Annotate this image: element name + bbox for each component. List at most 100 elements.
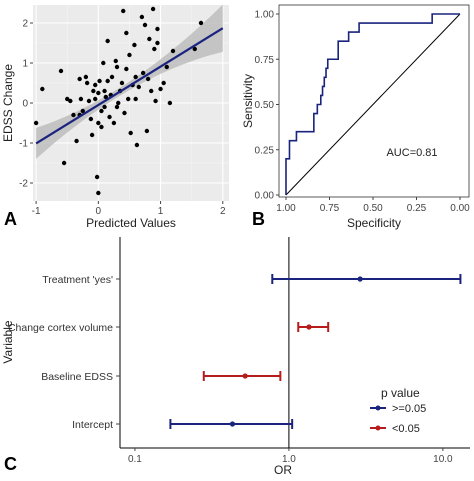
legend-entry-lt005: <0.05 bbox=[392, 423, 420, 435]
panel-a-regression-line bbox=[35, 27, 224, 145]
legend-swatch-dot-lt005 bbox=[375, 425, 381, 431]
scatter-point bbox=[68, 98, 73, 104]
y-tick-label: 0.75 bbox=[255, 55, 275, 66]
scatter-point bbox=[116, 100, 121, 106]
panel-a-label: A bbox=[4, 209, 17, 229]
scatter-point bbox=[140, 70, 146, 76]
scatter-point bbox=[145, 76, 151, 82]
scatter-point bbox=[89, 132, 95, 138]
legend-swatch-dot-ge005 bbox=[375, 405, 381, 411]
panel-c-y-axis-label: Variable bbox=[1, 320, 15, 363]
scatter-point bbox=[124, 66, 129, 72]
scatter-point bbox=[133, 74, 138, 80]
scatter-point bbox=[127, 52, 132, 58]
forest-point-estimate bbox=[357, 276, 363, 282]
panel-b-label: B bbox=[252, 209, 265, 229]
scatter-point bbox=[152, 46, 157, 52]
scatter-point bbox=[107, 114, 112, 120]
panel-b-chance-diagonal bbox=[285, 13, 461, 196]
panel-b: 1.00 0.75 0.50 0.25 0.00 0.000.250.500.751.0… bbox=[241, 4, 470, 230]
panel-b-x-ticks: 1.00 0.75 0.50 0.25 0.00 bbox=[276, 197, 470, 214]
x-tick-label: 1.0 bbox=[282, 454, 296, 465]
y-tick-label: 0.00 bbox=[255, 191, 275, 202]
panel-b-x-axis-label: Specificity bbox=[347, 216, 401, 230]
scatter-point bbox=[93, 96, 98, 102]
x-tick-label: 2 bbox=[220, 206, 226, 217]
legend-entry-ge005: >=0.05 bbox=[392, 403, 426, 415]
scatter-point bbox=[155, 40, 160, 46]
panel-a-x-axis-label: Predicted Values bbox=[86, 216, 176, 230]
scatter-point bbox=[84, 80, 90, 86]
scatter-point bbox=[99, 124, 104, 130]
scatter-point bbox=[96, 90, 101, 96]
scatter-point bbox=[126, 96, 131, 102]
scatter-point bbox=[147, 36, 152, 42]
scatter-point bbox=[113, 58, 118, 64]
scatter-point bbox=[97, 78, 102, 84]
scatter-point bbox=[58, 68, 64, 74]
x-tick-label: 0.1 bbox=[128, 454, 142, 465]
panel-c: Treatment 'yes' Change cortex volume Basel… bbox=[1, 237, 470, 477]
x-tick-label: 0.25 bbox=[407, 203, 427, 214]
scatter-point bbox=[109, 74, 115, 80]
x-tick-label: 0.75 bbox=[320, 203, 340, 214]
panel-a-y-ticks: -2 -1 0 1 2 bbox=[19, 19, 33, 190]
panel-c-x-ticks: 0.1 1.0 10.0 bbox=[128, 448, 453, 465]
scatter-point bbox=[102, 88, 107, 94]
scatter-point bbox=[114, 104, 120, 110]
x-tick-label: -1 bbox=[32, 206, 41, 217]
scatter-point bbox=[91, 88, 96, 94]
panel-b-roc-curve bbox=[285, 13, 460, 195]
scatter-point bbox=[133, 96, 138, 102]
scatter-point bbox=[102, 104, 107, 110]
panel-c-x-axis-label: OR bbox=[274, 463, 292, 477]
scatter-point bbox=[198, 20, 204, 26]
scatter-point bbox=[65, 96, 70, 102]
forest-row-label: Intercept bbox=[72, 419, 113, 431]
panel-a: -1 0 1 2 -2 -1 0 1 2 Predicted Values EDSS Chan… bbox=[1, 4, 229, 230]
panel-b-y-ticks: 0.00 0.25 0.50 0.75 1.00 bbox=[255, 10, 279, 202]
scatter-point bbox=[94, 174, 100, 180]
scatter-point bbox=[77, 76, 82, 82]
forest-point-estimate bbox=[242, 373, 248, 379]
scatter-point bbox=[139, 14, 145, 20]
scatter-point bbox=[101, 60, 106, 66]
y-tick-label: 0.25 bbox=[255, 145, 275, 156]
scatter-point bbox=[78, 96, 84, 102]
scatter-point bbox=[142, 22, 148, 28]
y-tick-label: 0 bbox=[22, 99, 28, 110]
forest-point-estimate bbox=[306, 324, 312, 330]
scatter-point bbox=[88, 116, 94, 122]
forest-row-label: Baseline EDSS bbox=[41, 371, 113, 383]
legend-title: p value bbox=[381, 386, 420, 400]
y-tick-label: -1 bbox=[19, 139, 28, 150]
scatter-point bbox=[105, 38, 110, 44]
scatter-point bbox=[153, 98, 158, 104]
panel-c-label: C bbox=[4, 454, 17, 474]
scatter-point bbox=[96, 190, 101, 196]
x-tick-label: 1.00 bbox=[276, 203, 296, 214]
scatter-point bbox=[128, 130, 133, 136]
y-tick-label: 0.50 bbox=[255, 100, 275, 111]
y-tick-label: 1 bbox=[22, 59, 28, 70]
panel-a-x-ticks: -1 0 1 2 bbox=[32, 201, 226, 217]
scatter-point bbox=[170, 48, 176, 54]
panel-a-confidence-band bbox=[36, 4, 223, 159]
panel-b-y-axis-label: Sensitivity bbox=[241, 74, 255, 128]
x-tick-label: 0.00 bbox=[450, 203, 470, 214]
scatter-point bbox=[132, 42, 137, 48]
panel-c-legend: p value >=0.05 <0.05 bbox=[370, 386, 426, 435]
panel-b-auc-annotation: AUC=0.81 bbox=[386, 147, 437, 159]
forest-row-label: Change cortex volume bbox=[8, 322, 113, 334]
forest-row-label: Treatment 'yes' bbox=[42, 274, 113, 286]
x-tick-label: 10.0 bbox=[433, 454, 453, 465]
scatter-point bbox=[103, 94, 109, 100]
scatter-point bbox=[40, 86, 45, 92]
panel-c-rows: Treatment 'yes' Change cortex volume Basel… bbox=[8, 274, 462, 431]
forest-point-estimate bbox=[229, 421, 236, 427]
scatter-point bbox=[105, 78, 110, 84]
scatter-point bbox=[134, 142, 140, 148]
scatter-point bbox=[80, 108, 85, 114]
scatter-point bbox=[155, 26, 160, 32]
